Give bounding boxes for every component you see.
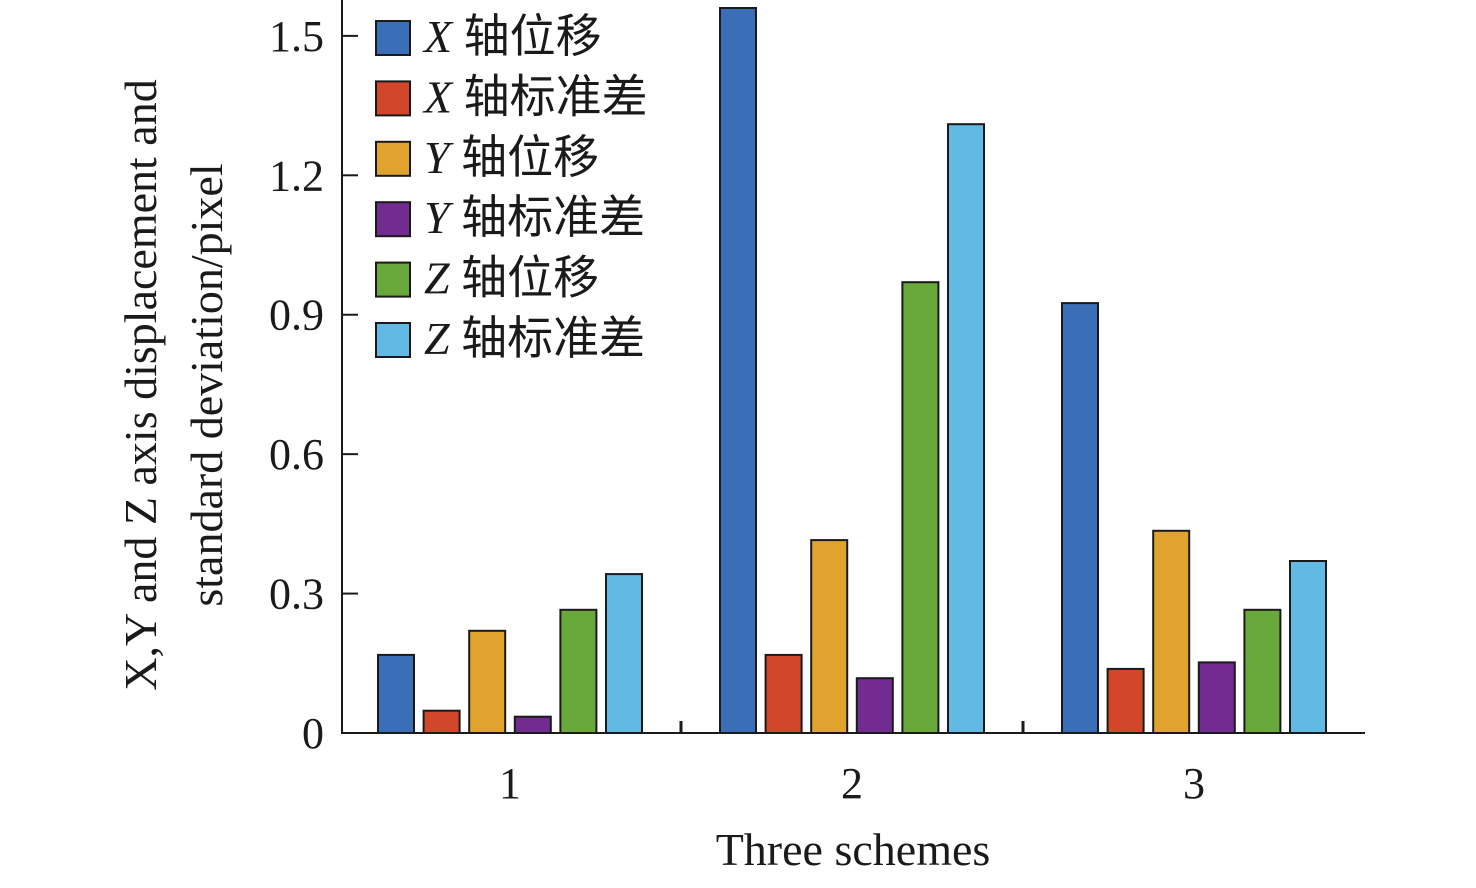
x-tick-label-2: 2 [841,759,863,808]
bar-series-1-category-1 [377,653,415,735]
bar-series-5-category-1 [559,608,598,734]
bar-series-3-category-2 [810,539,849,734]
bar-series-4-category-1 [513,715,552,735]
bar-series-1-category-2 [719,7,757,734]
axes-layer [341,0,1365,734]
legend-label: Y 轴标准差 [424,192,645,243]
bar-series-4-category-3 [1197,661,1236,735]
bar-series-3-category-1 [468,629,507,734]
bar-series-1-category-3 [1061,302,1099,734]
legend-label: X 轴位移 [422,11,602,62]
legend-swatch [375,261,411,298]
y-tick-label: 0.6 [269,430,324,479]
bar-series-6-category-1 [605,573,643,734]
legend-item-1: X 轴位移 [375,11,602,62]
y-tick-label: 1.2 [269,151,324,200]
legend-item-6: Z 轴标准差 [375,313,645,364]
bar-series-6-category-2 [947,123,985,734]
y-tick-label: 0 [302,709,324,758]
legend-label: Z 轴位移 [424,253,599,304]
x-axis-label: Three schemes [716,824,991,875]
bar-series-2-category-1 [422,709,461,735]
y-axis-label-line-2: standard deviation/pixel [181,163,232,606]
x-tick-label-1: 1 [499,759,521,808]
legend: X 轴位移 X 轴标准差 Y 轴位移 Y 轴标准差 Z 轴位移 Z 轴标准差 [375,11,648,364]
bar-series-5-category-3 [1243,608,1282,734]
legend-label: Z 轴标准差 [424,313,645,364]
legend-item-4: Y 轴标准差 [375,192,645,243]
bar-series-5-category-2 [901,281,940,734]
bars-layer [377,7,1327,735]
legend-swatch [375,201,411,238]
y-tick-label: 0.9 [269,291,324,340]
bar-series-4-category-2 [855,677,894,735]
y-tick-label: 1.5 [269,12,324,61]
legend-swatch [375,322,411,358]
legend-swatch [375,140,411,177]
y-tick-label: 0.3 [269,570,324,619]
x-tick-label-3: 3 [1183,759,1205,808]
labels-layer: 0 0.3 0.6 0.9 1.2 1.5 1 2 3 Three schemes X,Y and … [115,12,1205,875]
bar-series-2-category-2 [764,653,803,735]
bar-series-3-category-3 [1152,529,1191,734]
legend-label: Y 轴位移 [424,132,599,183]
legend-label: X 轴标准差 [422,71,648,122]
legend-swatch [375,20,411,56]
legend-item-2: X 轴标准差 [375,71,648,122]
bar-series-6-category-3 [1289,560,1327,734]
legend-swatch [375,80,411,117]
legend-item-5: Z 轴位移 [375,253,599,304]
y-axis-label-line-1: X,Y and Z axis displacement and [115,79,166,690]
bar-series-2-category-3 [1106,667,1145,735]
legend-item-3: Y 轴位移 [375,132,599,183]
